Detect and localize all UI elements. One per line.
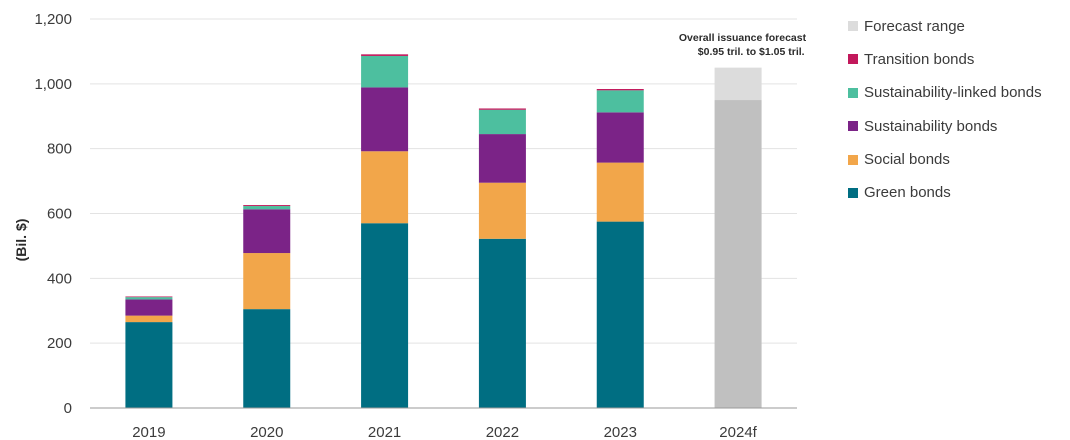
- bar-2022-transition-bonds: [478, 108, 526, 110]
- bar-2021-transition-bonds: [361, 54, 409, 56]
- bar-2022-sustainability-bonds: [478, 134, 526, 183]
- bar-2022-social-bonds: [478, 182, 526, 239]
- bar-2019-sustainability-bonds: [125, 299, 173, 316]
- bar-2021-social-bonds: [361, 151, 409, 224]
- bar-2024f-forecast-range: [714, 67, 762, 101]
- bar-2020-green-bonds: [243, 309, 291, 408]
- bar-2021-sustainability-bonds: [361, 87, 409, 152]
- bar-2019-sustainability-linked-bonds: [125, 297, 173, 300]
- y-axis-tick-labels: 0 200 400 600 800 1,000 1,200: [34, 11, 72, 417]
- bar-2019-green-bonds: [125, 322, 173, 408]
- x-tick-label: 2020: [250, 424, 283, 440]
- legend-label: Social bonds: [864, 151, 950, 169]
- bar-2023-transition-bonds: [596, 89, 644, 91]
- x-tick-label: 2022: [486, 424, 519, 440]
- legend-swatch: [848, 54, 858, 65]
- legend-label: Sustainability-linked bonds: [864, 84, 1042, 102]
- bar-2019-social-bonds: [125, 315, 173, 323]
- bar-2020-sustainability-bonds: [243, 209, 291, 254]
- legend-swatch: [848, 187, 858, 198]
- bar-2021-green-bonds: [361, 223, 409, 408]
- legend-label: Forecast range: [864, 17, 965, 35]
- bars: [125, 54, 762, 409]
- x-tick-label: 2023: [604, 424, 637, 440]
- bar-2020-social-bonds: [243, 253, 291, 310]
- bar-2023-green-bonds: [596, 221, 644, 408]
- legend-item-sustainability-linked-bonds: Sustainability-linked bonds: [848, 82, 1042, 104]
- legend-label: Sustainability bonds: [864, 117, 998, 135]
- y-tick-label: 1,200: [34, 11, 72, 28]
- forecast-annotation-line-2: $0.95 tril. to $1.05 tril.: [698, 46, 805, 58]
- bar-2023-social-bonds: [596, 162, 644, 222]
- y-tick-label: 200: [47, 335, 72, 352]
- bar-2023-sustainability-bonds: [596, 112, 644, 163]
- bar-2022-green-bonds: [478, 238, 526, 408]
- legend-item-sustainability-bonds: Sustainability bonds: [848, 115, 1042, 137]
- bar-2024f-forecast-base: [714, 100, 762, 409]
- x-tick-label: 2021: [368, 424, 401, 440]
- y-tick-label: 1,000: [34, 76, 72, 93]
- legend-swatch: [848, 21, 858, 31]
- y-tick-label: 800: [47, 141, 72, 158]
- bar-2019-transition-bonds: [125, 296, 173, 298]
- gridlines: [90, 18, 797, 344]
- y-axis-title: (Bil. $): [13, 219, 29, 262]
- legend-item-forecast-range: Forecast range: [848, 15, 1042, 37]
- bar-2023-sustainability-linked-bonds: [596, 90, 644, 113]
- legend-label: Transition bonds: [864, 50, 975, 68]
- bar-2022-sustainability-linked-bonds: [478, 109, 526, 135]
- legend-swatch: [848, 87, 858, 98]
- legend: Forecast range Transition bonds Sustainabi…: [848, 15, 1042, 215]
- bar-2020-sustainability-linked-bonds: [243, 206, 291, 210]
- bar-2021-sustainability-linked-bonds: [361, 55, 409, 88]
- legend-label: Green bonds: [864, 184, 951, 202]
- forecast-annotation-line-1: Overall issuance forecast: [679, 32, 807, 44]
- y-tick-label: 600: [47, 206, 72, 223]
- y-tick-label: 0: [64, 400, 72, 417]
- x-tick-label: 2019: [132, 424, 165, 440]
- forecast-annotation: Overall issuance forecast $0.95 tril. to…: [679, 28, 811, 58]
- x-tick-label: 2024f: [719, 424, 757, 440]
- x-axis-tick-labels: 2019 2020 2021 2022 2023 2024f: [132, 424, 757, 440]
- legend-item-social-bonds: Social bonds: [848, 149, 1042, 171]
- legend-swatch: [848, 121, 858, 132]
- legend-item-transition-bonds: Transition bonds: [848, 48, 1042, 70]
- legend-item-green-bonds: Green bonds: [848, 182, 1042, 204]
- y-tick-label: 400: [47, 270, 72, 287]
- legend-swatch: [848, 154, 858, 165]
- bar-2020-transition-bonds: [243, 205, 291, 207]
